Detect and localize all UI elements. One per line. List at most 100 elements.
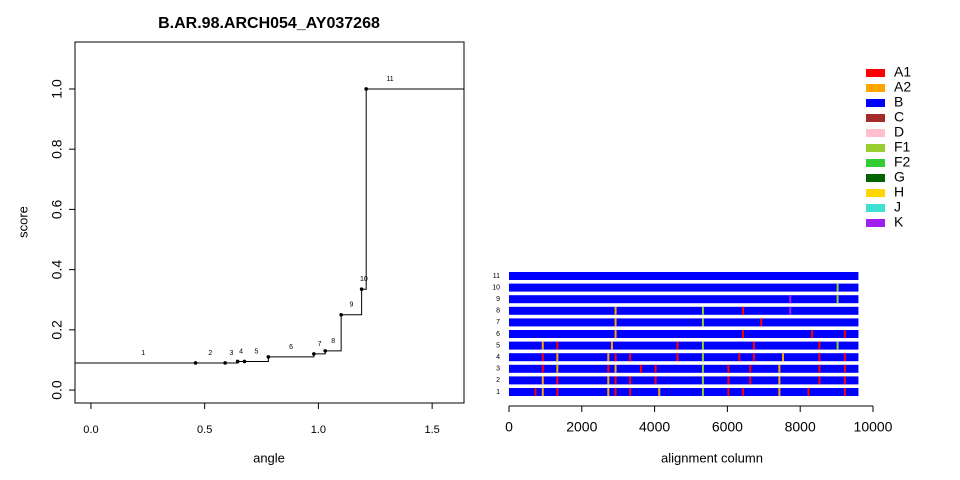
- segment-label: 10: [360, 276, 368, 283]
- alignment-bar: [509, 318, 859, 327]
- subtype-stripe: [782, 353, 784, 362]
- alignment-bar: [509, 272, 859, 280]
- subtype-stripe: [741, 330, 744, 338]
- subtype-stripe: [541, 341, 544, 350]
- point: [242, 359, 247, 364]
- subtype-stripe: [789, 306, 792, 315]
- subtype-stripe: [640, 364, 643, 373]
- subtype-stripe: [654, 364, 657, 373]
- subtype-stripe: [843, 330, 846, 338]
- legend-swatch: [866, 174, 885, 182]
- x-axis-title: alignment column: [661, 450, 763, 465]
- subtype-stripe: [749, 376, 752, 385]
- subtype-stripe: [614, 318, 617, 327]
- subtype-stripe: [818, 364, 821, 373]
- row-label: 4: [496, 354, 500, 361]
- point: [339, 312, 343, 317]
- subtype-stripe: [541, 353, 544, 362]
- subtype-stripe: [701, 306, 704, 315]
- subtype-stripe: [843, 353, 846, 362]
- segment-label: 8: [331, 338, 335, 345]
- point: [312, 352, 316, 356]
- subtype-stripe: [741, 306, 744, 315]
- y-tick-label: 0.6: [49, 199, 65, 219]
- subtype-stripe: [701, 341, 704, 350]
- subtype-stripe: [836, 341, 839, 350]
- subtype-stripe: [818, 353, 821, 362]
- subtype-stripe: [629, 388, 632, 396]
- legend-swatch: [866, 129, 885, 137]
- subtype-stripe: [658, 388, 661, 396]
- subtype-stripe: [607, 353, 610, 362]
- row-label: 9: [496, 296, 500, 303]
- legend-label: F2: [894, 154, 911, 170]
- segment-label: 7: [318, 341, 322, 348]
- row-label: 10: [492, 284, 500, 291]
- legend-label: H: [894, 184, 904, 200]
- point: [359, 287, 364, 291]
- subtype-stripe: [629, 376, 632, 385]
- row-label: 7: [496, 319, 500, 326]
- y-tick-label: 0.0: [49, 380, 65, 400]
- x-tick-label: 8000: [785, 419, 816, 435]
- y-axis-title: score: [15, 206, 30, 238]
- x-tick-label: 1.5: [425, 424, 440, 436]
- subtype-stripe: [676, 353, 679, 362]
- subtype-stripe: [778, 376, 781, 385]
- x-tick-label: 0.5: [197, 424, 212, 436]
- y-tick-label: 0.8: [49, 139, 65, 159]
- subtype-stripe: [534, 388, 537, 396]
- point: [266, 355, 271, 359]
- x-axis-title: angle: [253, 450, 285, 465]
- alignment-bar: [509, 330, 859, 338]
- subtype-stripe: [807, 388, 810, 396]
- y-tick-label: 0.2: [49, 320, 65, 340]
- x-tick-label: 10000: [854, 419, 893, 435]
- legend-label: J: [894, 199, 901, 215]
- legend-label: A2: [894, 79, 911, 95]
- subtype-stripe: [614, 376, 617, 385]
- row-label: 6: [496, 331, 500, 338]
- subtype-stripe: [811, 330, 814, 338]
- legend-label: B: [894, 94, 903, 110]
- x-tick-label: 6000: [712, 419, 743, 435]
- point: [235, 359, 240, 364]
- legend-swatch: [866, 204, 885, 212]
- subtype-stripe: [614, 388, 617, 396]
- alignment-bar: [509, 295, 859, 304]
- subtype-stripe: [541, 364, 544, 373]
- alignment-bar: [509, 306, 859, 315]
- x-tick-label: 1.0: [311, 424, 326, 436]
- subtype-stripe: [607, 364, 610, 373]
- point: [364, 87, 368, 91]
- chart-title: B.AR.98.ARCH054_AY037268: [158, 15, 380, 32]
- legend-swatch: [866, 144, 885, 152]
- subtype-stripe: [752, 341, 755, 350]
- subtype-stripe: [752, 353, 755, 362]
- legend-label: A1: [894, 64, 911, 80]
- subtype-stripe: [749, 364, 752, 373]
- subtype-stripe: [778, 388, 781, 396]
- x-tick-label: 0.0: [83, 424, 98, 436]
- legend-label: D: [894, 124, 904, 140]
- y-tick-label: 0.4: [49, 260, 65, 280]
- row-label: 5: [496, 342, 500, 349]
- subtype-stripe: [836, 283, 839, 292]
- subtype-stripe: [760, 318, 763, 327]
- legend-label: C: [894, 109, 904, 125]
- subtype-stripe: [789, 295, 792, 304]
- segment-label: 2: [208, 350, 212, 357]
- row-label: 2: [496, 377, 500, 384]
- alignment-bar: [509, 364, 859, 373]
- subtype-stripe: [836, 295, 839, 304]
- subtype-stripe: [614, 306, 617, 315]
- segment-label: 5: [254, 348, 258, 355]
- step-line: [75, 88, 464, 364]
- alignment-bar: [509, 388, 859, 396]
- subtype-stripe: [610, 341, 613, 350]
- segment-label: 3: [229, 350, 233, 357]
- alignment-bar: [509, 341, 859, 350]
- legend-label: K: [894, 214, 904, 230]
- segment-label: 11: [386, 76, 393, 83]
